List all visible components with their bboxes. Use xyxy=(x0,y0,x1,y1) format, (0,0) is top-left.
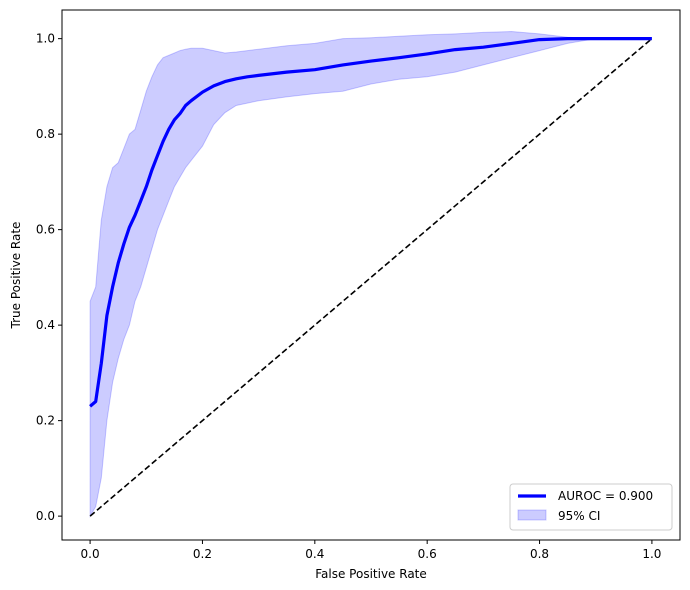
x-tick-label: 0.2 xyxy=(193,547,212,561)
legend: AUROC = 0.900 95% CI xyxy=(509,483,673,531)
y-axis-label: True Positive Rate xyxy=(9,222,23,330)
x-axis-label: False Positive Rate xyxy=(315,567,427,581)
x-tick-label: 1.0 xyxy=(642,547,661,561)
x-tick-label: 0.4 xyxy=(305,547,324,561)
plot-frame xyxy=(61,9,681,541)
legend-roc-label: AUROC = 0.900 xyxy=(558,489,653,503)
legend-ci-label: 95% CI xyxy=(558,509,600,523)
y-tick-label: 0.2 xyxy=(36,414,55,428)
chance-diagonal-line xyxy=(89,37,653,517)
x-axis-ticks: 0.0 0.2 0.4 0.6 0.8 1.0 xyxy=(81,540,661,561)
x-tick-label: 0.0 xyxy=(81,547,100,561)
x-tick-label: 0.6 xyxy=(418,547,437,561)
y-tick-label: 1.0 xyxy=(36,32,55,46)
legend-box xyxy=(509,483,673,531)
y-tick-label: 0.6 xyxy=(36,223,55,237)
y-tick-label: 0.4 xyxy=(36,318,55,332)
y-tick-label: 0.0 xyxy=(36,509,55,523)
roc-curve-line xyxy=(89,37,652,408)
x-tick-label: 0.8 xyxy=(530,547,549,561)
y-tick-label: 0.8 xyxy=(36,127,55,141)
legend-ci-swatch xyxy=(517,509,547,521)
y-axis-ticks: 0.0 0.2 0.4 0.6 0.8 1.0 xyxy=(36,32,62,523)
plot-area xyxy=(89,30,653,518)
